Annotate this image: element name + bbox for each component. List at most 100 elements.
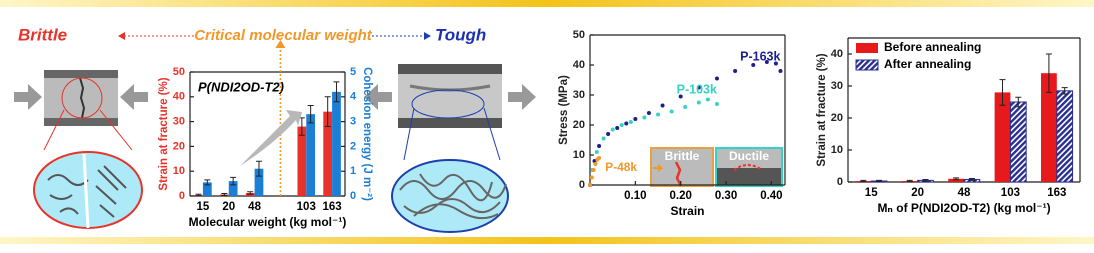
tough-label: Tough xyxy=(435,25,486,44)
arrow-head xyxy=(118,32,125,40)
series-label: P-163k xyxy=(740,49,780,63)
bar xyxy=(994,92,1011,182)
data-point xyxy=(597,156,602,160)
data-point xyxy=(591,168,596,172)
y-tick-label: 20 xyxy=(831,112,843,124)
x-tick-label: 163 xyxy=(322,201,341,213)
error-bar xyxy=(1045,53,1052,93)
bar xyxy=(323,111,333,196)
x-tick-label: 103 xyxy=(297,201,316,213)
data-point xyxy=(624,121,629,126)
x-tick-label: 48 xyxy=(248,201,261,213)
y-tick-label: 10 xyxy=(831,144,843,156)
x-tick-label: 20 xyxy=(222,201,235,213)
data-point xyxy=(594,150,599,154)
brittle-illustration xyxy=(14,70,148,229)
error-bar xyxy=(255,160,262,177)
data-point xyxy=(601,136,606,141)
tough-illustration xyxy=(364,64,536,233)
bar xyxy=(1041,73,1057,182)
data-point xyxy=(642,115,647,120)
data-point xyxy=(696,85,701,90)
annotation: Ductile xyxy=(729,149,769,163)
y-tick-label: 40 xyxy=(173,91,185,103)
bar xyxy=(297,126,307,196)
data-point xyxy=(588,183,592,187)
trend-arrow xyxy=(240,110,302,166)
x-tick-label: 20 xyxy=(911,187,924,199)
error-bar xyxy=(968,177,975,181)
data-point xyxy=(593,162,598,166)
error-bar xyxy=(860,179,867,183)
error-bar xyxy=(876,179,883,183)
insets xyxy=(650,147,783,187)
data-point xyxy=(696,100,701,105)
error-bar xyxy=(221,193,228,197)
data-point xyxy=(751,63,756,67)
error-bar xyxy=(307,104,314,124)
error-bar xyxy=(204,179,211,186)
data-point xyxy=(683,105,688,109)
bar xyxy=(306,114,316,196)
series-arrow xyxy=(653,164,664,172)
error-bar xyxy=(906,179,913,183)
arrow-head xyxy=(424,32,431,40)
y-tick-label: 50 xyxy=(573,29,585,41)
bar xyxy=(948,178,964,182)
y-axis-label: Stress (MPa) xyxy=(558,75,570,145)
y-tick-label: 40 xyxy=(573,59,585,71)
data-point xyxy=(773,61,778,66)
y-axis-label: Strain at fracture (%) xyxy=(158,77,170,190)
x-tick-label: 103 xyxy=(1001,187,1020,199)
y-tick-label: 0 xyxy=(837,176,843,188)
y2-tick-label: 0 xyxy=(350,190,356,202)
x-tick-label: 48 xyxy=(958,187,971,199)
error-bar xyxy=(324,96,331,128)
y2-axis-label: Cohesion energy (J m⁻²) xyxy=(361,67,373,201)
x-tick-label: 163 xyxy=(1047,187,1066,199)
series-label: P-48k xyxy=(605,160,637,174)
data-point xyxy=(678,94,683,99)
data-point xyxy=(656,112,661,117)
error-bar xyxy=(1061,87,1068,95)
y-tick-label: 40 xyxy=(831,48,843,60)
y-tick-label: 30 xyxy=(573,89,585,101)
legend-label: After annealing xyxy=(884,57,971,71)
y-tick-label: 10 xyxy=(173,165,185,177)
error-bar xyxy=(247,191,254,195)
data-point xyxy=(705,97,710,102)
y2-tick-label: 3 xyxy=(350,116,356,128)
error-bar xyxy=(195,193,202,197)
x-tick-label: 15 xyxy=(865,187,878,199)
data-point xyxy=(646,111,651,115)
data-point xyxy=(764,60,769,64)
y-tick-label: 30 xyxy=(831,80,843,92)
critical-arrow xyxy=(275,40,286,48)
y-tick-label: 20 xyxy=(573,119,585,131)
error-bar xyxy=(230,176,237,186)
y2-tick-label: 1 xyxy=(350,165,356,177)
data-point xyxy=(660,103,665,108)
data-point xyxy=(733,69,738,73)
data-point xyxy=(615,126,620,130)
error-bar xyxy=(922,178,929,182)
bar xyxy=(202,182,212,196)
bar xyxy=(1009,101,1027,183)
bar xyxy=(228,181,238,196)
series-label: P-103k xyxy=(677,82,717,96)
x-axis-label: Mₙ of P(NDI2OD-T2) (kg mol⁻¹) xyxy=(877,201,1050,215)
y-tick-label: 0 xyxy=(179,190,185,202)
bottom-band xyxy=(0,237,1094,244)
data-point xyxy=(628,120,633,124)
y2-tick-label: 4 xyxy=(350,91,357,103)
x-axis-label: Molecular weight (kg mol⁻¹) xyxy=(189,215,347,229)
x-axis-label: Strain xyxy=(670,204,704,218)
y2-tick-label: 5 xyxy=(350,66,356,78)
legend-swatch xyxy=(856,43,878,53)
bar xyxy=(254,168,264,196)
data-point xyxy=(633,117,638,121)
x-tick-label: 0.40 xyxy=(760,190,782,202)
critical-label: Critical molecular weight xyxy=(194,27,373,44)
legend-swatch xyxy=(855,59,879,71)
